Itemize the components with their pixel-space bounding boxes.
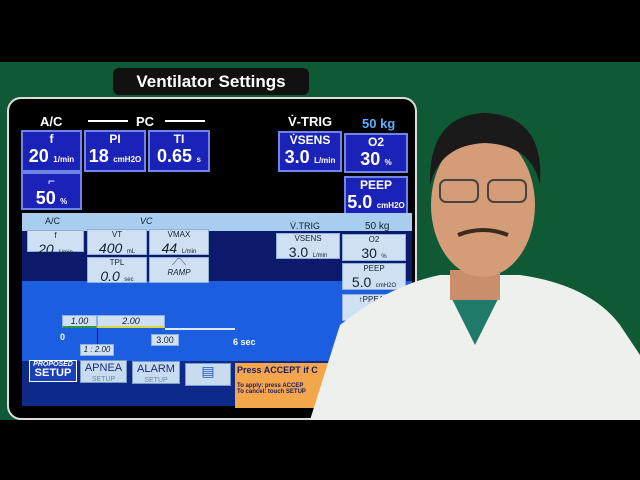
stacked-windows-icon: ▤: [201, 363, 215, 379]
proposed-header: [22, 213, 412, 231]
proposed-type: VC: [140, 216, 153, 226]
insp-time: 1.00: [62, 315, 97, 328]
apnea-setup-tab[interactable]: APNEA SETUP: [80, 360, 127, 383]
exp-time: 2.00: [97, 315, 165, 328]
proposed-peep[interactable]: PEEP 5.0 cmH2O: [342, 263, 406, 290]
vsens-setting[interactable]: V̇SENS 3.0 L/min: [278, 131, 342, 172]
trigger-label: V̇-TRIG: [288, 114, 333, 129]
axis-end: 6 sec: [233, 337, 256, 347]
proposed-f[interactable]: f 20 1/min: [27, 230, 84, 257]
total-time: 3.00: [151, 334, 179, 346]
proposed-vsens[interactable]: V̇SENS 3.0 L/min: [276, 233, 340, 260]
screens-button[interactable]: ▤: [185, 363, 231, 386]
alarm-setup-tab[interactable]: ALARM SETUP: [132, 361, 180, 384]
ti-setting[interactable]: TI 0.65 s: [148, 130, 210, 172]
proposed-mode: A/C: [45, 216, 61, 226]
proposed-tpl[interactable]: TPL 0.0 sec: [87, 257, 147, 284]
proposed-o2[interactable]: O2 30 %: [342, 234, 406, 261]
proposed-setup-tab[interactable]: PROPOSED SETUP: [29, 360, 77, 382]
video-title: Ventilator Settings: [113, 68, 309, 95]
o2-setting[interactable]: O2 30 %: [344, 133, 408, 173]
f-setting[interactable]: f 20 1/min: [21, 130, 82, 172]
mode-label: A/C: [40, 114, 63, 129]
pi-setting[interactable]: PI 18 cmH2O: [84, 130, 146, 172]
presenter-image: [310, 113, 640, 420]
proposed-waveform[interactable]: ⟋‾⟍ RAMP: [149, 257, 209, 283]
proposed-trigger: V̇.TRIG: [290, 221, 321, 231]
proposed-weight: 50 kg: [365, 221, 390, 232]
ie-ratio: 1 : 2.00: [80, 344, 114, 356]
axis-start: 0: [60, 332, 66, 342]
weight-label: 50 kg: [362, 116, 396, 131]
rise-icon: ⌐: [47, 174, 55, 188]
proposed-vt[interactable]: VT 400 mL: [87, 229, 147, 256]
rise-setting[interactable]: ⌐ 50 %: [21, 172, 82, 210]
ramp-icon: ⟋‾⟍: [172, 258, 186, 267]
proposed-vmax[interactable]: V̇MAX 44 L/min: [149, 229, 209, 256]
control-type-label: PC: [136, 114, 155, 129]
